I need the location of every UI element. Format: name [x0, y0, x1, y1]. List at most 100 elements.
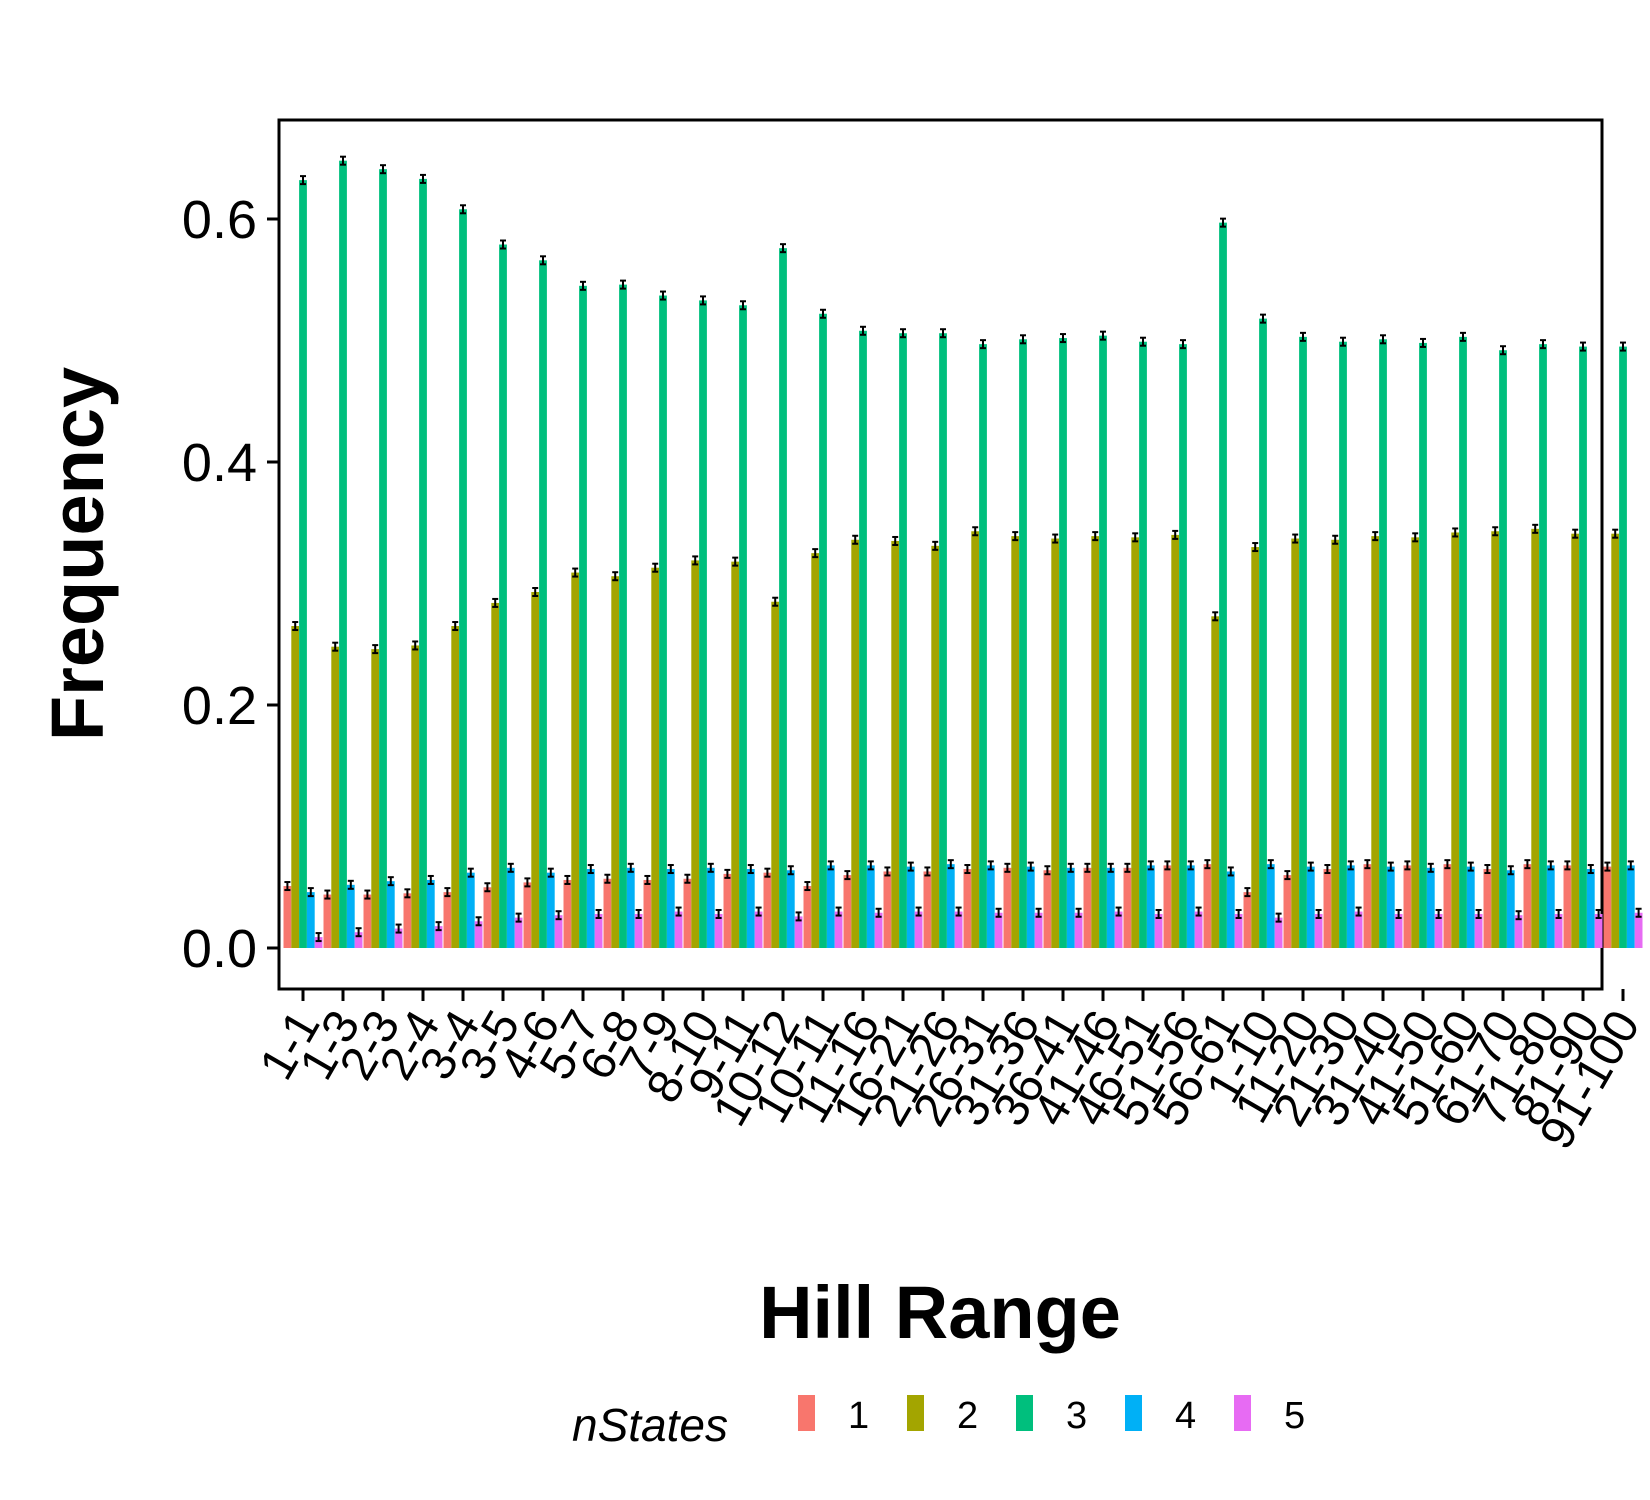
bar-9-11-s1 — [723, 873, 732, 948]
bar-51-56-s4 — [1186, 865, 1195, 948]
bar-11-16-s5 — [874, 912, 883, 948]
bar-26-31-s1 — [963, 869, 972, 948]
bar-4-6-s3 — [539, 260, 547, 948]
bar-51-60-s1 — [1443, 864, 1452, 948]
bar-61-70-s2 — [1491, 531, 1500, 948]
legend-label-2: 2 — [957, 1395, 978, 1437]
bar-2-4-s5 — [434, 926, 443, 948]
bar-16-21-s5 — [914, 911, 923, 948]
bar-36-41-s3 — [1059, 338, 1067, 948]
bar-11-20-s2 — [1291, 538, 1300, 948]
bar-81-90-s1 — [1563, 865, 1572, 948]
bar-71-80-s2 — [1531, 528, 1540, 948]
bar-46-51-s1 — [1123, 867, 1132, 948]
bar-51-60-s2 — [1451, 532, 1460, 948]
bar-11-16-s2 — [851, 539, 860, 948]
legend-swatch-3 — [1016, 1395, 1033, 1431]
bar-51-60-s5 — [1474, 913, 1483, 948]
bar-46-51-s5 — [1154, 913, 1163, 948]
bar-41-46-s2 — [1091, 536, 1100, 948]
y-tick-label: 0.0 — [182, 919, 257, 979]
bar-4-6-s5 — [554, 915, 563, 948]
bar-31-36-s1 — [1003, 867, 1012, 948]
bar-91-100-s1 — [1603, 866, 1612, 948]
bar-11-16-s1 — [843, 875, 852, 948]
bar-10-11-s2 — [811, 553, 820, 949]
bar-2-4-s2 — [411, 645, 420, 948]
bar-11-20-s3 — [1299, 336, 1307, 948]
bar-6-8-s3 — [619, 284, 627, 948]
legend-title: nStates — [572, 1399, 728, 1451]
bar-1-10-s2 — [1251, 547, 1260, 948]
bar-31-36-s5 — [1034, 912, 1043, 948]
x-axis-title: Hill Range — [759, 1271, 1121, 1354]
bar-31-36-s4 — [1026, 866, 1035, 948]
bar-81-90-s3 — [1579, 346, 1587, 949]
bar-1-3-s4 — [346, 884, 355, 948]
bar-31-40-s3 — [1379, 339, 1387, 948]
bar-81-90-s2 — [1571, 533, 1580, 948]
bar-16-21-s3 — [899, 333, 907, 949]
bar-7-9-s3 — [659, 295, 667, 948]
bar-71-80-s5 — [1554, 913, 1563, 948]
bar-31-36-s3 — [1019, 339, 1027, 948]
bar-61-70-s4 — [1506, 870, 1515, 948]
bar-6-8-s4 — [626, 867, 635, 948]
bar-2-3-s2 — [371, 649, 380, 948]
bar-10-12-s4 — [786, 870, 795, 948]
bar-1-1-s2 — [291, 626, 300, 948]
y-tick-label: 0.4 — [182, 433, 257, 493]
bar-4-6-s4 — [546, 872, 555, 948]
bar-11-20-s4 — [1306, 866, 1315, 948]
errorbars-layer — [284, 155, 1642, 943]
bar-51-60-s4 — [1466, 866, 1475, 948]
legend-label-1: 1 — [848, 1395, 869, 1437]
bar-41-46-s1 — [1083, 867, 1092, 948]
y-tick-label: 0.2 — [182, 676, 257, 736]
legend-swatch-4 — [1125, 1395, 1142, 1431]
bar-41-50-s3 — [1419, 342, 1427, 948]
bar-1-1-s3 — [299, 180, 307, 948]
bar-7-9-s2 — [651, 567, 660, 948]
bar-10-11-s4 — [826, 865, 835, 948]
bar-26-31-s4 — [986, 865, 995, 948]
bar-26-31-s2 — [971, 531, 980, 948]
legend-label-3: 3 — [1066, 1395, 1087, 1437]
bar-51-56-s3 — [1179, 344, 1187, 948]
bar-3-5-s5 — [514, 917, 523, 949]
bar-8-10-s1 — [683, 878, 692, 948]
bar-10-12-s2 — [771, 601, 780, 948]
bar-10-12-s3 — [779, 248, 787, 948]
bar-31-40-s4 — [1386, 866, 1395, 948]
bar-9-11-s4 — [746, 869, 755, 948]
bar-8-10-s2 — [691, 560, 700, 948]
bar-51-60-s3 — [1459, 336, 1467, 948]
bar-81-90-s4 — [1586, 869, 1595, 948]
bar-1-3-s3 — [339, 160, 347, 948]
bar-56-61-s3 — [1219, 222, 1227, 948]
legend-label-5: 5 — [1284, 1395, 1305, 1437]
bar-3-5-s3 — [499, 244, 507, 948]
bar-11-16-s3 — [859, 330, 867, 948]
bar-56-61-s5 — [1234, 913, 1243, 948]
bar-61-70-s1 — [1483, 869, 1492, 948]
bar-9-11-s5 — [754, 911, 763, 948]
x-axis: 1-11-32-32-43-43-54-65-76-87-98-109-1110… — [250, 989, 1650, 1158]
bar-10-12-s5 — [794, 916, 803, 948]
bar-2-3-s3 — [379, 169, 387, 948]
bar-1-10-s5 — [1274, 917, 1283, 949]
bar-36-41-s4 — [1066, 867, 1075, 948]
bar-10-11-s5 — [834, 911, 843, 948]
bar-10-12-s1 — [763, 872, 772, 948]
bar-11-16-s4 — [866, 865, 875, 948]
bar-91-100-s5 — [1634, 912, 1643, 948]
bar-81-90-s5 — [1594, 913, 1603, 948]
bar-1-1-s5 — [314, 937, 323, 948]
legend-swatch-2 — [907, 1395, 924, 1431]
bar-21-26-s5 — [954, 911, 963, 948]
bar-11-20-s1 — [1283, 875, 1292, 948]
bar-36-41-s1 — [1043, 870, 1052, 948]
bar-56-61-s4 — [1226, 871, 1235, 948]
bar-71-80-s3 — [1539, 344, 1547, 948]
